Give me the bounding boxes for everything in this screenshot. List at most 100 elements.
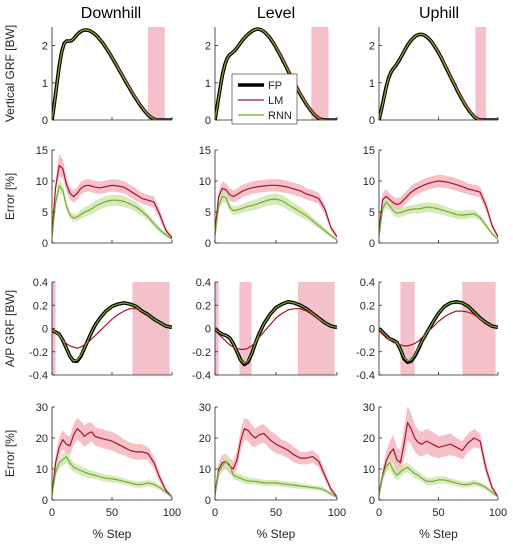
x-tick-label: 50 [432, 507, 444, 519]
y-tick-label: 0.4 [360, 277, 375, 289]
y-tick-label: 20 [36, 433, 48, 445]
y-tick-label: 30 [363, 402, 375, 414]
x-tick-label: 0 [376, 507, 382, 519]
panel-r1-c0: 0 5 10 15 Error [%] [3, 145, 173, 250]
series-line-rnn [52, 29, 172, 120]
y-tick-label: 0 [205, 495, 211, 507]
plot-area [52, 301, 172, 363]
plot-area [215, 417, 337, 499]
plot-area [52, 28, 172, 120]
band-rnn [215, 190, 337, 242]
plot-area [379, 299, 498, 365]
series-line-rnn [52, 302, 172, 362]
x-tick-label: 50 [106, 507, 118, 519]
y-tick-label: 1 [42, 78, 48, 90]
band-rnn [215, 455, 337, 499]
series-line-lm [379, 310, 498, 347]
column-title-downhill: Downhill [81, 5, 141, 22]
y-tick-label: 15 [363, 145, 375, 157]
y-tick-label: -0.4 [192, 370, 211, 382]
x-tick-label: 100 [163, 507, 181, 519]
y-tick-label: 30 [199, 402, 211, 414]
band-rnn [379, 456, 498, 499]
y-tick-label: -0.2 [192, 347, 211, 359]
y-tick-label: 10 [36, 464, 48, 476]
legend-label-fp: FP [268, 80, 282, 92]
shaded-region [475, 27, 487, 120]
band-rnn [52, 450, 172, 499]
panel-r3-c1: 0 10 20 30 0 50 100 % Step [199, 402, 346, 541]
y-tick-label: 0 [42, 115, 48, 127]
series-line-rnn [215, 460, 337, 499]
series-line-lm [379, 421, 498, 498]
series-line-rnn [52, 185, 172, 240]
series-line-rnn [379, 301, 498, 362]
y-tick-label: 20 [199, 433, 211, 445]
y-tick-label: 2 [205, 41, 211, 53]
panel-r2-c1: 0.4 0.2 0 -0.2 -0.4 [192, 277, 338, 382]
x-tick-label: 50 [270, 507, 282, 519]
y-tick-label: -0.4 [29, 370, 48, 382]
x-tick-label: 0 [212, 507, 218, 519]
legend-label-rnn: RNN [268, 110, 292, 122]
band-lm [379, 407, 498, 499]
y-tick-label: 0 [369, 324, 375, 336]
panel-r2-c0: 0.4 0.2 0 -0.2 -0.4 A/P GRF [BW] [3, 277, 173, 382]
band-lm [379, 174, 498, 239]
plot-area [379, 174, 498, 241]
y-tick-label: 0 [205, 324, 211, 336]
column-title-level: Level [257, 5, 295, 22]
y-tick-label: 0.2 [33, 300, 48, 312]
y-axis-label: Error [%] [3, 173, 17, 220]
y-tick-label: 1 [205, 78, 211, 90]
panel-r2-c2: 0.4 0.2 0 -0.2 -0.4 [356, 277, 499, 382]
panel-r1-c2: 0 5 10 15 [363, 145, 499, 250]
series-line-lm [52, 164, 172, 239]
plot-area [52, 154, 172, 241]
y-axis-label: Error [%] [3, 430, 17, 477]
panel-r1-c1: 0 5 10 15 [199, 145, 338, 250]
series-line-rnn [379, 462, 498, 498]
series-line-lm [215, 184, 337, 238]
y-tick-label: -0.2 [356, 347, 375, 359]
x-tick-label: 100 [489, 507, 507, 519]
y-tick-label: 10 [363, 176, 375, 188]
y-tick-label: 5 [369, 207, 375, 219]
y-tick-label: 15 [36, 145, 48, 157]
plot-area [379, 407, 498, 499]
plot-area [215, 27, 337, 120]
legend-box [231, 73, 298, 125]
y-tick-label: 10 [199, 176, 211, 188]
x-axis-label: % Step [419, 527, 458, 541]
plot-area [215, 299, 337, 367]
x-tick-label: 100 [328, 507, 346, 519]
shaded-region [311, 27, 329, 120]
panel-r0-c2: 0 1 2 [369, 27, 499, 127]
y-tick-label: 5 [205, 207, 211, 219]
y-tick-label: 0 [42, 238, 48, 250]
shaded-region [400, 282, 415, 375]
series-line-rnn [215, 28, 337, 120]
y-tick-label: 0.2 [360, 300, 375, 312]
shaded-region [132, 282, 170, 375]
series-line-rnn [379, 33, 498, 120]
series-line-rnn [215, 195, 337, 241]
y-tick-label: 30 [36, 402, 48, 414]
y-tick-label: 0.4 [33, 277, 48, 289]
y-tick-label: 0.2 [196, 300, 211, 312]
band-lm [52, 154, 172, 240]
series-line-lm [379, 180, 498, 238]
shaded-region [462, 282, 496, 375]
y-tick-label: 20 [363, 433, 375, 445]
y-tick-label: 0 [42, 495, 48, 507]
y-tick-label: -0.2 [29, 347, 48, 359]
shaded-region [239, 282, 252, 375]
y-tick-label: 0 [205, 238, 211, 250]
series-line-lm [215, 308, 337, 350]
plot-area [52, 417, 172, 499]
x-tick-label: 0 [49, 507, 55, 519]
shaded-region [297, 282, 335, 375]
legend-label-lm: LM [268, 95, 283, 107]
legend: FP LM RNN [231, 73, 298, 125]
